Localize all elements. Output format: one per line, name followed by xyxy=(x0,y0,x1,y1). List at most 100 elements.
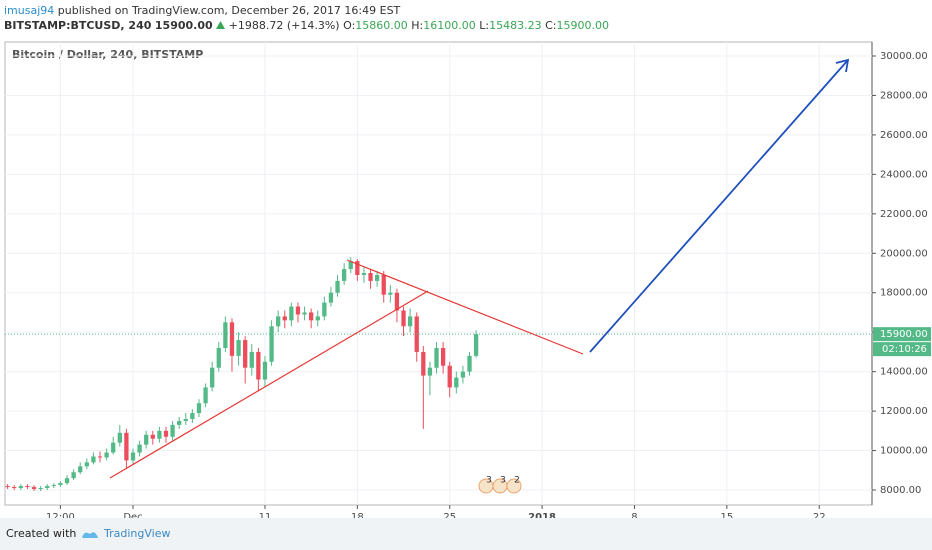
candle-body xyxy=(31,487,37,490)
y-tick-label: 18000.00 xyxy=(880,288,928,299)
change: +1988.72 (+14.3%) xyxy=(228,19,340,32)
candle-body xyxy=(407,316,413,327)
quote-line: BITSTAMP:BTCUSD, 240 15900.00 +1988.72 (… xyxy=(4,18,609,33)
x-tick-label: 11 xyxy=(259,512,272,518)
candle-body xyxy=(64,478,70,484)
candle-body xyxy=(45,486,50,489)
tv-logo xyxy=(82,532,98,538)
price: 15900.00 xyxy=(154,19,213,32)
event-count: 2 xyxy=(514,476,520,486)
candle-body xyxy=(124,432,129,461)
x-tick-label: 8 xyxy=(631,512,637,518)
candle-body xyxy=(51,485,56,487)
candle-body xyxy=(447,365,452,388)
candle-body xyxy=(177,420,182,425)
candle-body xyxy=(91,456,96,463)
x-tick-label: 15 xyxy=(720,512,733,518)
candle-body xyxy=(157,430,162,439)
y-tick-label: 8000.00 xyxy=(880,485,921,496)
ohlc-value: 16100.00 xyxy=(423,19,476,32)
x-tick-label: 2018 xyxy=(528,512,556,518)
candle-body xyxy=(18,486,23,489)
ohlc-label: L: xyxy=(479,19,490,32)
candle-body xyxy=(440,347,446,366)
candle-body xyxy=(183,418,188,421)
candle-body xyxy=(374,274,380,281)
plot-frame xyxy=(4,41,873,506)
footer: Created with TradingView xyxy=(0,518,932,550)
candle-body xyxy=(97,456,103,458)
candle-body xyxy=(196,403,202,414)
y-tick-label: 28000.00 xyxy=(880,90,928,101)
candle-body xyxy=(78,466,83,473)
candle-body xyxy=(130,452,136,461)
ohlc-value: 15860.00 xyxy=(355,19,408,32)
y-tick-label: 20000.00 xyxy=(880,248,928,259)
candle-body xyxy=(460,371,466,378)
candle-body xyxy=(5,486,10,488)
candle-body xyxy=(190,413,195,419)
candle-body xyxy=(381,274,386,295)
candle-body xyxy=(355,261,360,275)
x-tick-label: 25 xyxy=(443,512,456,518)
symbol: BITSTAMP:BTCUSD, 240 xyxy=(4,19,152,32)
ohlc-label: O: xyxy=(343,19,356,32)
candle-body xyxy=(335,280,340,293)
candle-body xyxy=(348,261,353,270)
candle-body xyxy=(282,316,287,321)
ohlc-value: 15483.23 xyxy=(489,19,542,32)
created-with: Created with xyxy=(6,527,77,540)
candle-body xyxy=(203,387,208,404)
ohlc: O:15860.00 H:16100.00 L:15483.23 C:15900… xyxy=(343,19,609,32)
candle-body xyxy=(315,316,320,321)
projection-arrow xyxy=(589,59,849,353)
x-tick-label: 12:00 xyxy=(46,512,75,518)
candle-body xyxy=(243,340,248,368)
y-tick-label: 12000.00 xyxy=(880,406,928,417)
author[interactable]: imusaj94 xyxy=(4,4,55,17)
candle-body xyxy=(163,430,169,437)
y-tick-label: 26000.00 xyxy=(880,130,928,141)
y-tick-label: 10000.00 xyxy=(880,446,928,457)
candle-body xyxy=(276,316,281,327)
candle-body xyxy=(84,462,89,467)
candle-body xyxy=(289,306,294,321)
candle-body xyxy=(269,326,274,362)
ohlc-value: 15900.00 xyxy=(556,19,610,32)
candle-body xyxy=(473,334,479,356)
candle-body xyxy=(262,361,268,380)
chart: Bitcoin / Dollar, 240, BITSTAMP 8000.00 1… xyxy=(4,41,931,518)
y-tick-label: 24000.00 xyxy=(880,169,928,180)
countdown: 02:10:26 xyxy=(882,344,927,355)
candle-body xyxy=(216,347,221,368)
candle-body xyxy=(454,377,459,388)
x-tick-label: 18 xyxy=(351,512,364,518)
candle-body xyxy=(170,424,175,437)
trend-line xyxy=(346,259,584,355)
candle-body xyxy=(388,292,393,295)
trend-line xyxy=(109,290,429,479)
candle-body xyxy=(361,273,367,275)
brand[interactable]: TradingView xyxy=(104,527,171,540)
candle-body xyxy=(427,367,433,376)
event-flag xyxy=(506,478,522,494)
marks: 8000.0010000.0012000.0014000.0016000.001… xyxy=(5,42,931,518)
candle-body xyxy=(111,442,116,453)
candle-body xyxy=(236,340,241,356)
candle-body xyxy=(25,486,30,488)
candle-body xyxy=(421,351,426,376)
candle-body xyxy=(401,310,406,327)
candle-body xyxy=(223,322,228,348)
header: imusaj94 published on TradingView.com, D… xyxy=(4,3,609,33)
candle-body xyxy=(302,312,307,315)
candle-body xyxy=(342,269,347,281)
candle-body xyxy=(434,347,439,368)
event-count: 3 xyxy=(486,476,492,486)
candle-body xyxy=(322,302,327,317)
last-price-label: 15900.00 xyxy=(880,329,928,340)
last-price-box xyxy=(873,327,931,342)
candle-body xyxy=(467,355,472,372)
candle-body xyxy=(71,472,76,479)
up-icon xyxy=(216,21,226,29)
candle-body xyxy=(256,351,261,380)
